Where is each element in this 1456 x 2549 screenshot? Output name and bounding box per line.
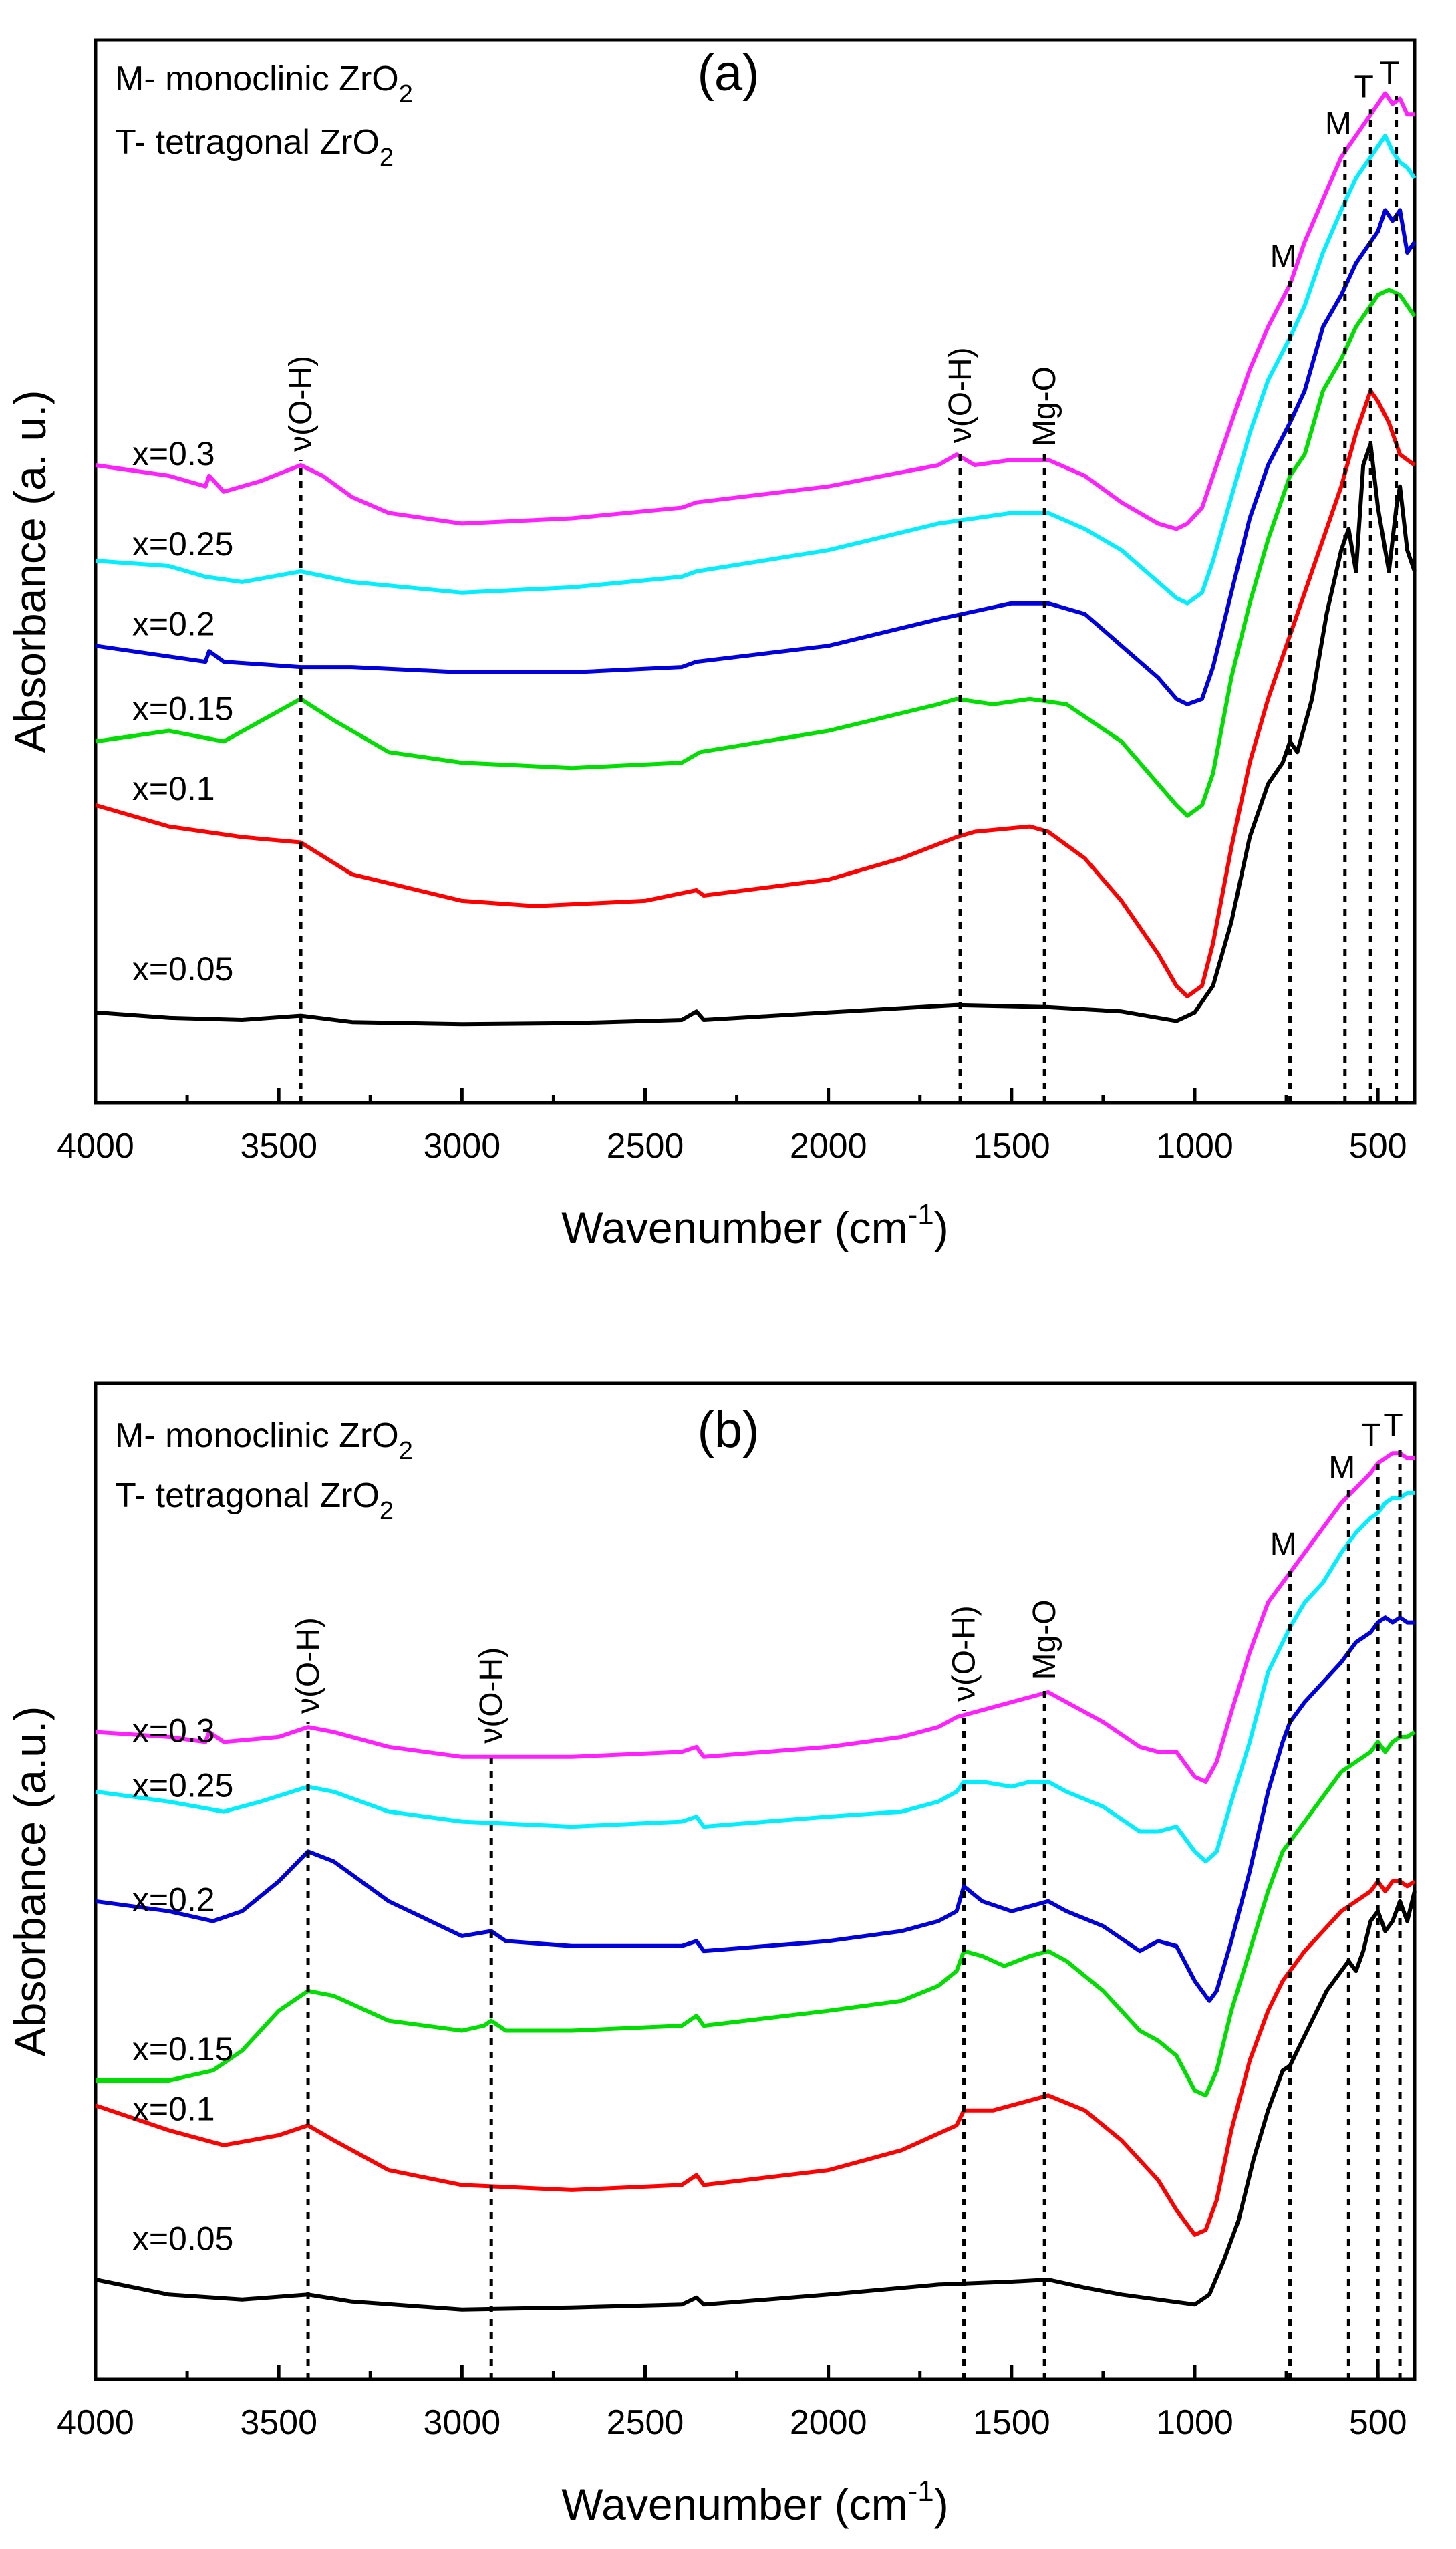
y-axis-title: Absorbance (a.u.) <box>5 1706 55 2057</box>
x-tick-label: 4000 <box>57 2403 134 2442</box>
x-axis-title-close: ) <box>934 1203 949 1252</box>
legend-entry: M- monoclinic ZrO2 <box>115 1416 413 1465</box>
x-tick-label: 3000 <box>423 2403 500 2442</box>
x-axis-title-sup: -1 <box>908 1198 934 1231</box>
x-tick-label: 1500 <box>973 2403 1050 2442</box>
series-line-x-0-15 <box>96 1730 1416 2098</box>
series-label: x=0.15 <box>132 690 234 728</box>
annotation-label: Mg-O <box>1027 366 1062 446</box>
annotation-label: M <box>1270 1527 1297 1563</box>
x-tick-label: 2000 <box>790 2403 867 2442</box>
legend-entry: T- tetragonal ZrO2 <box>115 123 394 172</box>
series-line-x-0-05 <box>95 1891 1417 2312</box>
x-tick-label: 4000 <box>57 1127 134 1166</box>
legend-entry-text: T- tetragonal ZrO <box>115 123 380 162</box>
x-axis-title-main: Wavenumber (cm <box>561 1203 907 1252</box>
x-tick-label: 500 <box>1349 2403 1407 2442</box>
annotation-label: ν(O-H) <box>283 356 319 452</box>
panel-b: 4000 3500 3000 2500 2000 1500 1000 500 Wavenumbe… <box>5 1381 1417 2529</box>
x-tick-label: 2000 <box>790 1127 867 1166</box>
series-label: x=0.25 <box>132 525 234 563</box>
series-label: x=0.2 <box>132 605 215 642</box>
legend-entry-subscript: 2 <box>399 1437 413 1465</box>
legend-entry: M- monoclinic ZrO2 <box>115 59 413 108</box>
x-axis-title: Wavenumber (cm-1) <box>561 2475 948 2529</box>
legend-entry: T- tetragonal ZrO2 <box>115 1476 394 1525</box>
x-tick-label: 3500 <box>240 1127 317 1166</box>
series-line-x-0-25 <box>95 134 1417 606</box>
series-line-x-0-3 <box>95 91 1415 531</box>
legend-entry-text: M- monoclinic ZrO <box>115 59 399 98</box>
annotation-label: T <box>1354 69 1374 104</box>
annotation-label: Mg-O <box>1027 1599 1062 1680</box>
legend-entry-subscript: 2 <box>380 1497 394 1525</box>
series-label: x=0.05 <box>132 2220 234 2257</box>
series-label: x=0.3 <box>132 1712 215 1749</box>
series-label: x=0.25 <box>132 1766 234 1804</box>
series-line-x-0-2 <box>95 1615 1415 2003</box>
series-line-x-0-25 <box>95 1490 1415 1864</box>
series-label: x=0.2 <box>132 1881 215 1919</box>
x-axis-title-main: Wavenumber (cm <box>561 2479 907 2529</box>
series-line-x-0-1 <box>95 388 1416 998</box>
panel-label: (a) <box>698 45 760 102</box>
panel-a: 4000 3500 3000 2500 2000 1500 1000 500 Wavenumbe… <box>5 38 1417 1252</box>
x-tick-label: 3500 <box>240 2403 317 2442</box>
x-tick-label: 500 <box>1349 1127 1407 1166</box>
x-axis-title: Wavenumber (cm-1) <box>561 1198 948 1252</box>
series-label: x=0.05 <box>132 950 234 988</box>
annotation-label: T <box>1383 1407 1403 1443</box>
series-label: x=0.15 <box>132 2030 234 2068</box>
series-label: x=0.1 <box>132 2091 215 2128</box>
annotation-label: T <box>1380 55 1399 91</box>
x-tick-label: 1000 <box>1156 1127 1233 1166</box>
series-label: x=0.1 <box>132 770 215 807</box>
series-line-x-0-2 <box>95 208 1417 706</box>
series-line-x-0-3 <box>95 1451 1415 1784</box>
x-tick-label: 3000 <box>423 1127 500 1166</box>
legend-entry-text: M- monoclinic ZrO <box>115 1416 399 1455</box>
x-axis-title-close: ) <box>934 2479 949 2529</box>
annotation-label: ν(O-H) <box>947 1605 982 1702</box>
annotation-label: M <box>1270 239 1297 275</box>
annotation-label: M <box>1328 1450 1355 1486</box>
x-axis-title-sup: -1 <box>908 2475 934 2508</box>
y-axis-title: Absorbance (a. u.) <box>5 390 55 753</box>
annotation-label: T <box>1362 1418 1381 1453</box>
series-line-x-0-1 <box>95 1879 1416 2237</box>
x-tick-label: 2500 <box>607 2403 684 2442</box>
series-line-x-0-05 <box>95 442 1417 1027</box>
annotation-label: M <box>1325 106 1352 142</box>
series-label: x=0.3 <box>132 435 215 473</box>
panel-label: (b) <box>698 1401 760 1458</box>
legend-entry-subscript: 2 <box>399 80 413 108</box>
x-tick-label: 1500 <box>973 1127 1050 1166</box>
legend-entry-subscript: 2 <box>380 144 394 172</box>
plot-frame <box>94 1381 1417 2381</box>
annotation-label: ν(O-H) <box>943 347 978 443</box>
annotation-label: ν(O-H) <box>474 1647 509 1744</box>
annotation-label: ν(O-H) <box>291 1617 326 1714</box>
legend-entry-text: T- tetragonal ZrO <box>115 1476 380 1515</box>
x-tick-label: 1000 <box>1156 2403 1233 2442</box>
x-tick-label: 2500 <box>607 1127 684 1166</box>
